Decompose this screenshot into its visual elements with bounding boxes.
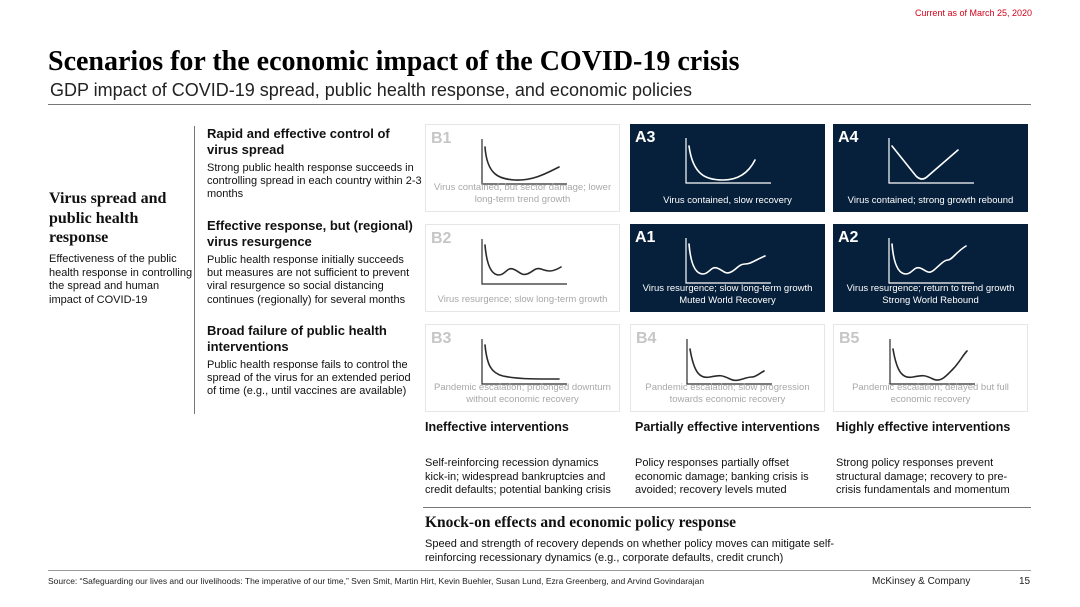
- column-heading: Partially effective interventions: [635, 420, 820, 434]
- gdp-curve-icon: [685, 238, 771, 284]
- column-label-partially-effective: Partially effective interventions Policy…: [635, 420, 825, 496]
- scenario-b3: B3 Pandemic escalation; prolonged downtur…: [425, 324, 620, 412]
- curve-axes: [481, 239, 567, 285]
- scenario-a3: A3 Virus contained, slow recovery: [630, 124, 825, 212]
- scenario-a2: A2 Virus resurgence; return to trend grow…: [833, 224, 1028, 312]
- row-label-broad-failure: Broad failure of public health intervent…: [207, 323, 422, 399]
- bottom-axis-description: Speed and strength of recovery depends o…: [425, 538, 835, 564]
- column-heading: Ineffective interventions: [425, 420, 569, 434]
- column-heading: Highly effective interventions: [836, 420, 1011, 434]
- left-axis-description: Effectiveness of the public health respo…: [49, 253, 193, 306]
- scenario-label: Virus resurgence; slow long-term growth …: [642, 283, 813, 306]
- scenario-code: B4: [636, 330, 657, 347]
- gdp-curve-icon: [481, 139, 567, 185]
- gdp-curve-line: [689, 348, 765, 382]
- curve-axes: [889, 339, 975, 385]
- curve-axes: [888, 238, 974, 284]
- gdp-curve-line: [891, 243, 967, 275]
- curve-axes: [686, 339, 772, 385]
- gdp-curve-line: [688, 243, 766, 275]
- source-note: Source: “Safeguarding our lives and our …: [48, 576, 705, 586]
- column-description: Self-reinforcing recession dynamics kick…: [425, 457, 611, 496]
- scenario-b2: B2 Virus resurgence; slow long-term growt…: [425, 224, 620, 312]
- scenario-label: Pandemic escalation; prolonged downturn …: [434, 382, 611, 405]
- row-description: Public health response initially succeed…: [207, 254, 410, 306]
- scenario-label: Virus contained, slow recovery: [663, 195, 792, 206]
- curve-axes: [685, 238, 771, 284]
- scenario-code: B5: [839, 330, 860, 347]
- curve-axes: [481, 139, 567, 185]
- column-description: Strong policy responses prevent structur…: [836, 457, 1010, 496]
- gdp-curve-line: [484, 244, 562, 276]
- curve-axes: [888, 138, 974, 184]
- page-subtitle: GDP impact of COVID-19 spread, public he…: [50, 80, 692, 100]
- gdp-curve-icon: [685, 138, 771, 184]
- row-label-regional-resurgence: Effective response, but (regional) virus…: [207, 218, 422, 307]
- gdp-curve-icon: [888, 138, 974, 184]
- column-label-highly-effective: Highly effective interventions Strong po…: [836, 420, 1026, 496]
- footer-divider: [48, 570, 1031, 571]
- gdp-curve-icon: [889, 339, 975, 385]
- bottom-axis-title: Knock-on effects and economic policy res…: [425, 514, 736, 531]
- left-axis-divider: [194, 126, 195, 414]
- company-name: McKinsey & Company: [872, 576, 971, 587]
- row-heading: Broad failure of public health intervent…: [207, 323, 387, 354]
- date-note: Current as of March 25, 2020: [914, 8, 1032, 18]
- scenario-code: A1: [635, 229, 656, 246]
- scenario-label: Virus contained, but sector damage; lowe…: [433, 182, 612, 205]
- row-description: Strong public health response succeeds i…: [207, 162, 422, 201]
- scenario-code: A2: [838, 229, 859, 246]
- scenario-b4: B4 Pandemic escalation; slow progression …: [630, 324, 825, 412]
- scenario-code: B1: [431, 130, 452, 147]
- gdp-curve-line: [688, 145, 756, 181]
- row-description: Public health response fails to control …: [207, 359, 411, 398]
- scenario-a4: A4 Virus contained; strong growth rebound: [833, 124, 1028, 212]
- column-label-ineffective: Ineffective interventions Self-reinforci…: [425, 420, 615, 496]
- gdp-curve-icon: [888, 238, 974, 284]
- page-title: Scenarios for the economic impact of the…: [48, 46, 740, 77]
- title-divider: [48, 104, 1031, 105]
- scenario-b5: B5 Pandemic escalation; delayed but full …: [833, 324, 1028, 412]
- scenario-code: A4: [838, 129, 859, 146]
- scenario-code: A3: [635, 129, 656, 146]
- page-number: 15: [1019, 576, 1031, 587]
- scenario-label: Virus resurgence; return to trend growth…: [846, 283, 1015, 306]
- curve-axes: [685, 138, 771, 184]
- curve-axes: [481, 339, 567, 385]
- gdp-curve-icon: [686, 339, 772, 385]
- left-axis-title: Virus spread and public health response: [49, 190, 167, 246]
- scenario-code: B2: [431, 230, 452, 247]
- bottom-axis-divider: [423, 507, 1031, 508]
- column-description: Policy responses partially offset econom…: [635, 457, 809, 496]
- scenario-label: Pandemic escalation; delayed but full ec…: [852, 382, 1009, 405]
- gdp-curve-line: [484, 344, 560, 380]
- row-label-rapid-control: Rapid and effective control of virus spr…: [207, 126, 422, 202]
- row-heading: Rapid and effective control of virus spr…: [207, 126, 390, 157]
- scenario-code: B3: [431, 330, 452, 347]
- scenario-label: Pandemic escalation; slow progression to…: [645, 382, 810, 405]
- gdp-curve-line: [892, 348, 968, 381]
- gdp-curve-line: [484, 146, 560, 181]
- gdp-curve-line: [891, 145, 959, 180]
- scenario-label: Virus resurgence; slow long-term growth: [437, 294, 608, 305]
- gdp-curve-icon: [481, 339, 567, 385]
- gdp-curve-icon: [481, 239, 567, 285]
- scenario-b1: B1 Virus contained, but sector damage; lo…: [425, 124, 620, 212]
- scenario-label: Virus contained; strong growth rebound: [847, 195, 1014, 206]
- row-heading: Effective response, but (regional) virus…: [207, 218, 413, 249]
- scenario-a1: A1 Virus resurgence; slow long-term growt…: [630, 224, 825, 312]
